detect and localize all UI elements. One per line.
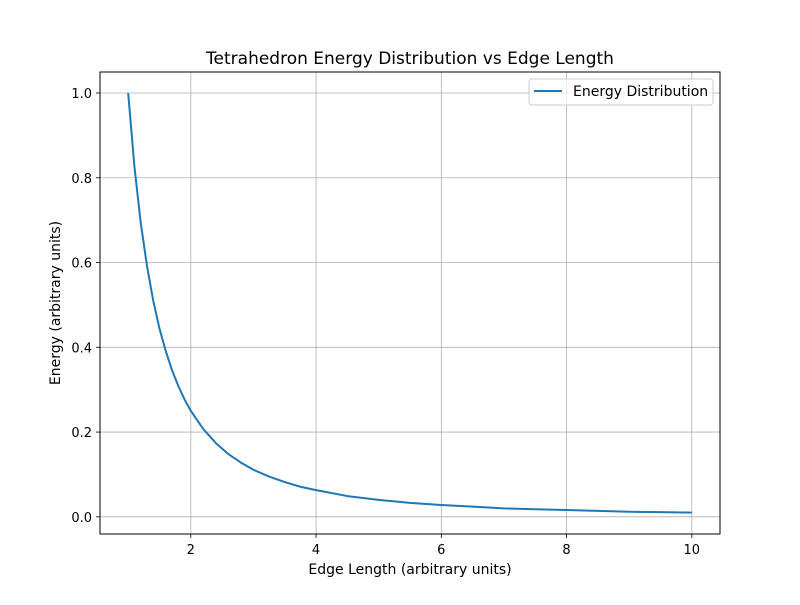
x-tick-label: 6: [437, 543, 445, 558]
x-axis-label: Edge Length (arbitrary units): [308, 562, 511, 578]
x-tick-label: 10: [684, 543, 701, 558]
y-tick-label: 0.0: [71, 511, 92, 526]
legend-box: [528, 78, 714, 106]
y-axis-label: Energy (arbitrary units): [48, 221, 64, 385]
x-axis: 2 4 6 8 10: [187, 534, 700, 558]
legend: Energy Distribution: [528, 78, 714, 106]
x-tick-label: 2: [187, 543, 195, 558]
y-tick-label: 1.0: [71, 87, 92, 102]
series-line-energy-distribution: [127, 92, 692, 514]
x-tick-label: 4: [312, 543, 320, 558]
plot-frame: [99, 71, 721, 535]
chart-title: Tetrahedron Energy Distribution vs Edge …: [205, 49, 614, 69]
y-tick-label: 0.2: [71, 426, 92, 441]
grid: [100, 72, 720, 534]
x-tick-label: 8: [562, 543, 570, 558]
y-tick-label: 0.8: [71, 172, 92, 187]
series-layer: [127, 92, 692, 514]
legend-label-energy-distribution: Energy Distribution: [573, 84, 708, 100]
y-axis: 0.0 0.2 0.4 0.6 0.8 1.0: [71, 87, 100, 526]
y-tick-label: 0.6: [71, 257, 92, 272]
y-tick-label: 0.4: [71, 341, 92, 356]
